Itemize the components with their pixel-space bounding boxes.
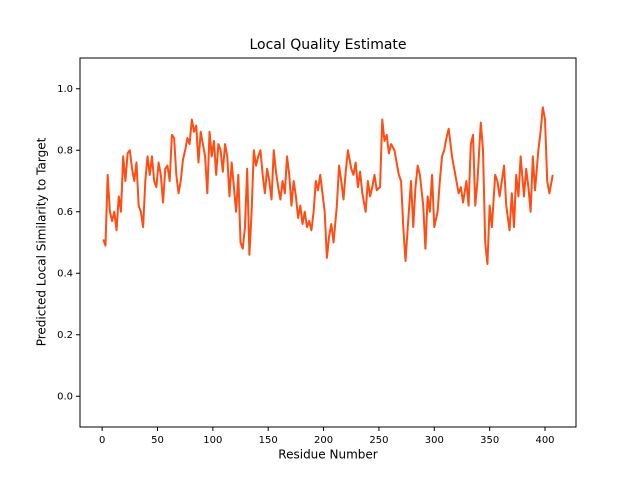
data-line bbox=[102, 106, 554, 266]
x-tick-label: 250 bbox=[369, 435, 388, 446]
x-tick-label: 200 bbox=[314, 435, 333, 446]
y-tick-label: 0.4 bbox=[57, 268, 73, 279]
x-tick-label: 150 bbox=[259, 435, 278, 446]
y-tick-label: 1.0 bbox=[57, 84, 73, 95]
y-tick-label: 0.8 bbox=[57, 145, 73, 156]
x-tick-label: 0 bbox=[99, 435, 105, 446]
x-tick-label: 100 bbox=[203, 435, 222, 446]
x-tick-label: 300 bbox=[425, 435, 444, 446]
x-tick-label: 400 bbox=[535, 435, 554, 446]
plot-frame bbox=[79, 57, 577, 428]
x-axis-label: Residue Number bbox=[278, 448, 377, 462]
chart-title: Local Quality Estimate bbox=[249, 37, 406, 53]
y-axis-label: Predicted Local Similarity to Target bbox=[35, 137, 49, 346]
x-tick-label: 350 bbox=[480, 435, 499, 446]
y-tick-label: 0.6 bbox=[57, 207, 73, 218]
y-tick-label: 0.0 bbox=[57, 391, 73, 402]
x-tick-label: 50 bbox=[151, 435, 164, 446]
y-tick-label: 0.2 bbox=[57, 330, 73, 341]
